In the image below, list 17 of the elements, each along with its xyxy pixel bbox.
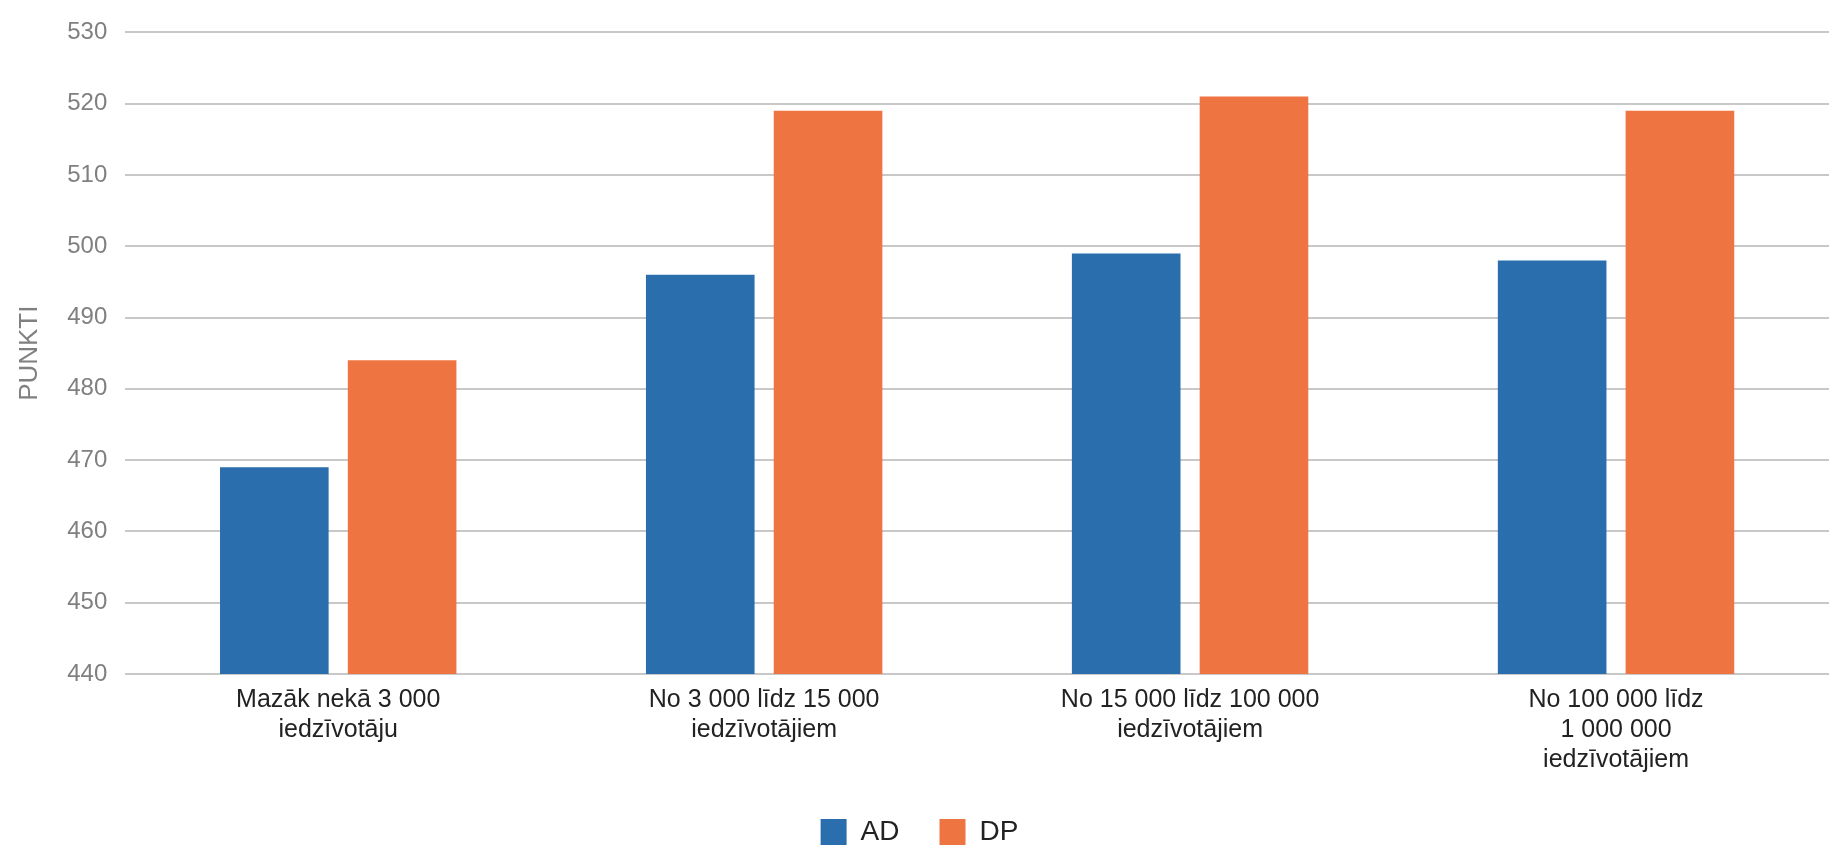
y-tick-label: 510 — [67, 159, 108, 187]
y-tick-label: 530 — [67, 17, 108, 45]
y-tick-label: 520 — [67, 88, 108, 116]
y-axis-title: PUNKTI — [12, 305, 43, 401]
y-tick-label: 480 — [67, 373, 108, 401]
y-tick-label: 450 — [67, 587, 108, 615]
y-tick-label: 500 — [67, 230, 108, 258]
y-tick-label: 490 — [67, 302, 108, 330]
legend-label: AD — [860, 814, 900, 846]
x-tick-label: No 15 000 līdz 100 000 iedzīvotājiem — [1060, 683, 1320, 742]
y-tick-label: 470 — [67, 444, 108, 472]
legend-label: DP — [979, 814, 1019, 846]
x-tick-label: No 100 000 līdz 1 000 000 iedzīvotājiem — [1528, 683, 1704, 772]
y-tick-label: 460 — [67, 516, 108, 544]
x-tick-label: Mazāk nekā 3 000 iedzīvotāju — [236, 683, 441, 742]
y-tick-label: 440 — [67, 658, 108, 686]
x-tick-label: No 3 000 līdz 15 000 iedzīvotājiem — [648, 683, 880, 742]
